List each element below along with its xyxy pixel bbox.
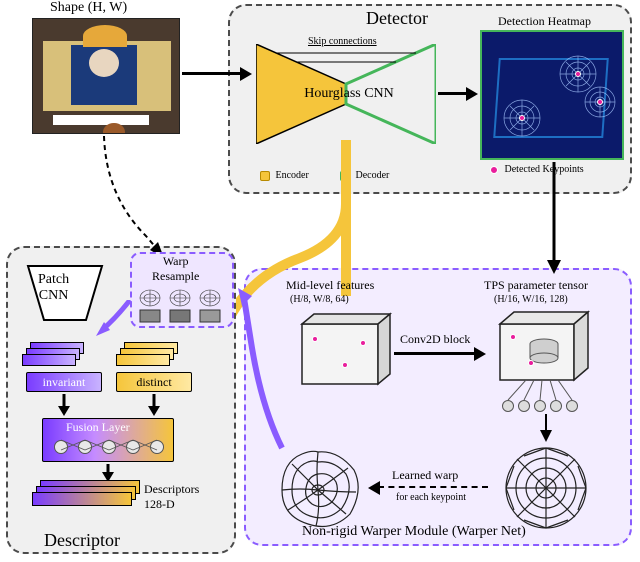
arrow-input-hourglass-head bbox=[240, 67, 252, 81]
conv2d-label: Conv2D block bbox=[400, 332, 470, 347]
distinct-label: distinct bbox=[136, 375, 171, 389]
tps-dims: (H/16, W/16, 128) bbox=[494, 294, 568, 305]
midlevel-kp-3 bbox=[360, 340, 366, 346]
shape-label: Shape (H, W) bbox=[50, 0, 127, 16]
invariant-label: invariant bbox=[43, 375, 86, 389]
distinct-card bbox=[116, 354, 170, 366]
midlevel-title: Mid-level features bbox=[286, 278, 374, 293]
feature-card bbox=[22, 354, 76, 366]
tps-kp-1 bbox=[510, 334, 516, 340]
descriptor-card bbox=[32, 492, 132, 506]
arrow-distinct-fusion bbox=[146, 394, 166, 418]
arrow-conv2d bbox=[394, 352, 476, 355]
keypoint-1 bbox=[519, 115, 525, 121]
arrow-heatmap-warper bbox=[540, 162, 570, 282]
skip-connections-label: Skip connections bbox=[308, 36, 377, 47]
detection-heatmap bbox=[480, 30, 624, 160]
decoder-legend-text: Decoder bbox=[356, 170, 390, 181]
distinct-box: distinct bbox=[116, 372, 192, 392]
learned-warp-label: Learned warp bbox=[392, 468, 458, 483]
descriptors-label: Descriptors 128-D bbox=[144, 482, 199, 512]
invariant-box: invariant bbox=[26, 372, 102, 392]
keypoint-2 bbox=[575, 71, 581, 77]
fusion-edges bbox=[54, 436, 166, 458]
descriptor-title: Descriptor bbox=[44, 530, 120, 551]
detector-title: Detector bbox=[366, 8, 428, 29]
purple-arrow-warp-to-resample bbox=[232, 288, 292, 458]
tps-kp-2 bbox=[528, 360, 534, 366]
midlevel-dims: (H/8, W/8, 64) bbox=[290, 294, 349, 305]
arrow-invariant-fusion bbox=[56, 394, 76, 418]
learned-warp-sub: for each keypoint bbox=[396, 492, 466, 503]
warp-resample-grids bbox=[136, 286, 228, 324]
midlevel-kp-2 bbox=[342, 362, 348, 368]
arrow-learned-warp bbox=[378, 486, 488, 488]
hourglass-label: Hourglass CNN bbox=[294, 86, 404, 102]
arrow-input-descriptor bbox=[96, 136, 176, 266]
regular-grid-icon bbox=[498, 440, 594, 536]
purple-arrow-resample-patchcnn bbox=[96, 300, 136, 340]
arrow-hourglass-heatmap-head bbox=[466, 87, 478, 101]
arrow-hourglass-heatmap bbox=[438, 92, 468, 95]
arrow-input-hourglass bbox=[182, 72, 242, 75]
midlevel-cube bbox=[284, 310, 394, 400]
warper-title: Non-rigid Warper Module (Warper Net) bbox=[302, 524, 526, 540]
midlevel-kp-1 bbox=[312, 336, 318, 342]
tps-drop-lines bbox=[500, 380, 590, 404]
heatmap-title: Detection Heatmap bbox=[498, 14, 591, 29]
tps-title: TPS parameter tensor bbox=[484, 278, 588, 293]
warp-resample-title: Warp Resample bbox=[152, 254, 199, 284]
keypoint-3 bbox=[597, 99, 603, 105]
fusion-label: Fusion Layer bbox=[66, 420, 130, 435]
arrow-conv2d-head bbox=[474, 347, 486, 361]
arrow-learned-warp-head bbox=[368, 481, 380, 495]
input-image bbox=[32, 18, 180, 134]
patch-cnn-label: Patch CNN bbox=[38, 272, 69, 304]
